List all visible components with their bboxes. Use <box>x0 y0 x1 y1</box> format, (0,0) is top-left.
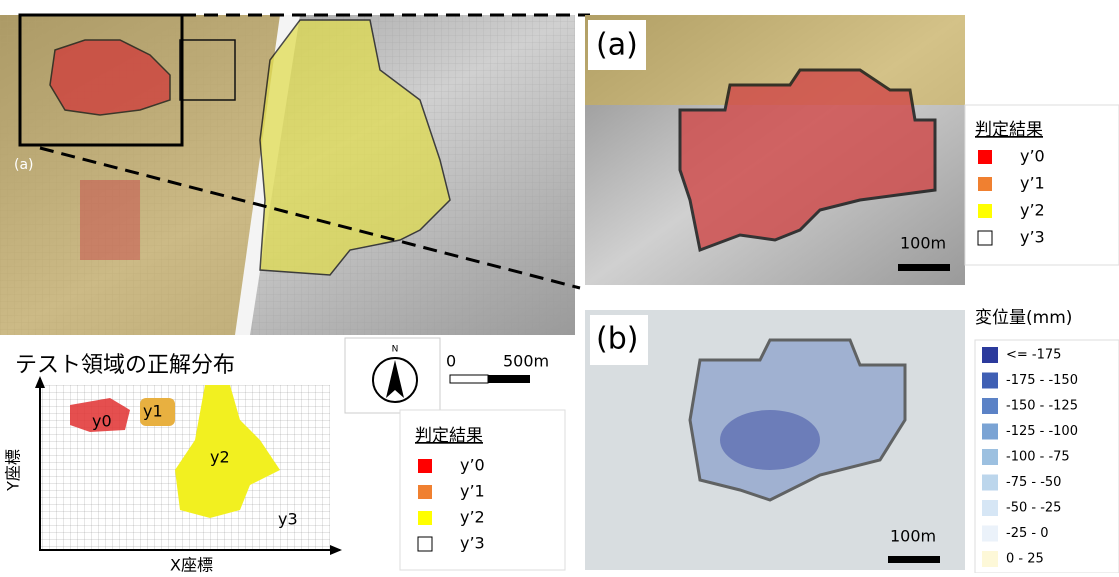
legend-title: 判定結果 <box>975 120 1043 140</box>
scale-bar: 0 500m <box>446 352 549 384</box>
panel-b: (b) 100m <box>585 310 965 570</box>
legend-label: y’1 <box>460 482 485 501</box>
legend-swatch <box>418 485 432 499</box>
region-label: y1 <box>143 402 163 421</box>
region-label: y3 <box>278 510 298 529</box>
legend-label: y’2 <box>460 508 485 527</box>
legend-swatch <box>982 449 998 465</box>
chart-title: テスト領域の正解分布 <box>15 353 235 378</box>
north-arrow: N <box>345 338 440 413</box>
legend-swatch <box>982 526 998 542</box>
region-label: y0 <box>92 412 112 431</box>
legend-label: y’2 <box>1020 201 1045 220</box>
legend-label: 0 - 25 <box>1006 552 1044 567</box>
legend-label: -175 - -150 <box>1006 373 1078 388</box>
axis-label: Y座標 <box>4 449 23 492</box>
legend-label: -50 - -25 <box>1006 501 1061 516</box>
scale-label: 100m <box>900 234 946 253</box>
legend-title: 変位量(mm) <box>975 308 1072 328</box>
legend-label: -150 - -125 <box>1006 399 1078 414</box>
legend-swatch <box>978 231 992 245</box>
scale-label: 100m <box>890 527 936 546</box>
legend-label: -75 - -50 <box>1006 475 1061 490</box>
legend-swatch <box>982 551 998 567</box>
legend-label: y’0 <box>1020 147 1045 166</box>
legend-swatch <box>982 373 998 389</box>
ground-truth: テスト領域の正解分布 y0 y1 y2 y3 X座標 Y座標 <box>4 353 343 573</box>
legend-label: -125 - -100 <box>1006 424 1078 439</box>
scale-label: 0 <box>446 352 456 371</box>
legend-label: -25 - 0 <box>1006 526 1048 541</box>
legend-label: y’3 <box>1020 228 1045 247</box>
legend-swatch <box>418 511 432 525</box>
legend-swatch <box>982 424 998 440</box>
axis-label: X座標 <box>170 556 213 574</box>
panel-label: (b) <box>596 322 638 357</box>
legend-label: y’3 <box>460 534 485 553</box>
figure: (a) (a) 100m 判定結果 y’0y’1y’2y’3 (b) 100m … <box>0 0 1119 573</box>
legend-swatch <box>982 475 998 491</box>
displacement-legend: 変位量(mm) <= -175 -175 - -150 -150 - -125 -12… <box>975 308 1119 573</box>
north-label: N <box>392 345 399 355</box>
legend-label: <= -175 <box>1006 348 1061 363</box>
legend-swatch <box>982 398 998 414</box>
legend-swatch <box>418 459 432 473</box>
legend-swatch <box>982 347 998 363</box>
region-label: y2 <box>210 448 230 467</box>
scale-label: 500m <box>503 352 549 371</box>
legend-label: -100 - -75 <box>1006 450 1070 465</box>
legend-swatch <box>418 537 432 551</box>
legend: 判定結果 y’0 y’1 y’2 y’3 <box>400 410 565 570</box>
legend-swatch <box>978 204 992 218</box>
inset-label: (a) <box>14 157 34 173</box>
legend-label: y’1 <box>1020 174 1045 193</box>
legend-label: y’0 <box>460 456 485 475</box>
main-map: (a) <box>0 15 575 335</box>
legend-title: 判定結果 <box>415 426 483 446</box>
panel-label: (a) <box>596 28 638 63</box>
legend: 判定結果 y’0 y’1 y’2 y’3 <box>965 105 1119 265</box>
legend-swatch <box>978 177 992 191</box>
legend-swatch <box>978 150 992 164</box>
legend-swatch <box>982 500 998 516</box>
panel-a: (a) 100m <box>585 15 965 285</box>
